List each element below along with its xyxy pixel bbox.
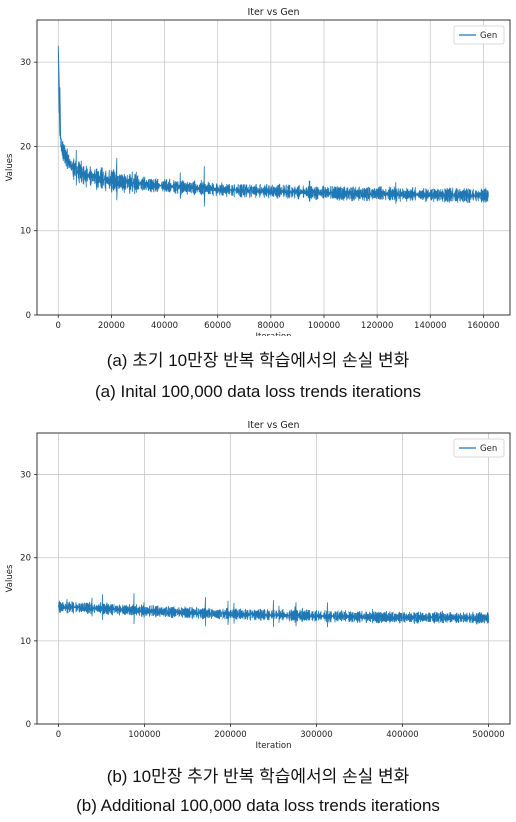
y-axis-label: Values [5,564,15,592]
x-tick-label: 20000 [98,321,125,331]
legend: Gen [453,438,505,458]
x-tick-label: 60000 [204,321,231,331]
y-tick-label: 20 [20,554,31,564]
legend-box [453,438,505,458]
x-tick-label: 100000 [128,730,160,740]
x-tick-label: 80000 [257,321,284,331]
x-tick-label: 100000 [308,321,340,331]
legend-label: Gen [480,444,497,454]
y-tick-label: 0 [26,311,31,321]
series-line-gen [58,593,489,628]
chart-title: Iter vs Gen [247,7,299,18]
x-tick-label: 200000 [214,730,246,740]
chart-b: 0 100000 200000 300000 400000 500000 0 10 20 30 It… [5,420,511,751]
y-tick-label: 10 [20,227,31,237]
x-tick-label: 140000 [414,321,446,331]
caption-a-english: (a) Inital 100,000 data loss trends iter… [94,382,422,401]
y-tick-label: 10 [20,637,31,647]
legend-box [453,25,505,45]
legend: Gen [453,25,505,45]
caption-a-korean: (a) 초기 10만장 반복 학습에서의 손실 변화 [106,351,410,370]
y-tick-label: 0 [26,720,31,730]
x-tick-label: 160000 [467,321,499,331]
y-tick-label: 30 [20,58,31,68]
plot-1: 0 100000 200000 300000 400000 500000 0 10 20 30 It… [5,420,511,751]
x-axis-label: Iteration [255,741,291,751]
legend-label: Gen [480,31,497,41]
y-tick-label: 20 [20,142,31,152]
caption-b-korean: (b) 10만장 추가 반복 학습에서의 손실 변화 [106,767,410,786]
chart-title: Iter vs Gen [247,420,299,431]
x-tick-label: 400000 [386,730,418,740]
x-tick-label: 0 [56,730,61,740]
y-tick-label: 30 [20,471,31,481]
x-tick-label: 500000 [472,730,504,740]
series-line-gen [57,45,489,207]
plot-frame [36,19,511,316]
plot-frame [36,432,511,725]
x-tick-label: 40000 [151,321,178,331]
x-tick-label: 120000 [361,321,393,331]
x-tick-label: 0 [56,321,61,331]
y-axis-label: Values [5,153,15,181]
caption-b-english: (b) Additional 100,000 data loss trends … [76,796,440,815]
x-tick-label: 300000 [300,730,332,740]
x-axis-label: Iteration [255,332,291,336]
plot-0: 0 20000 40000 60000 80000 100000 120000 140000 1… [5,7,511,336]
chart-a: 0 20000 40000 60000 80000 100000 120000 140000 1… [5,7,511,336]
